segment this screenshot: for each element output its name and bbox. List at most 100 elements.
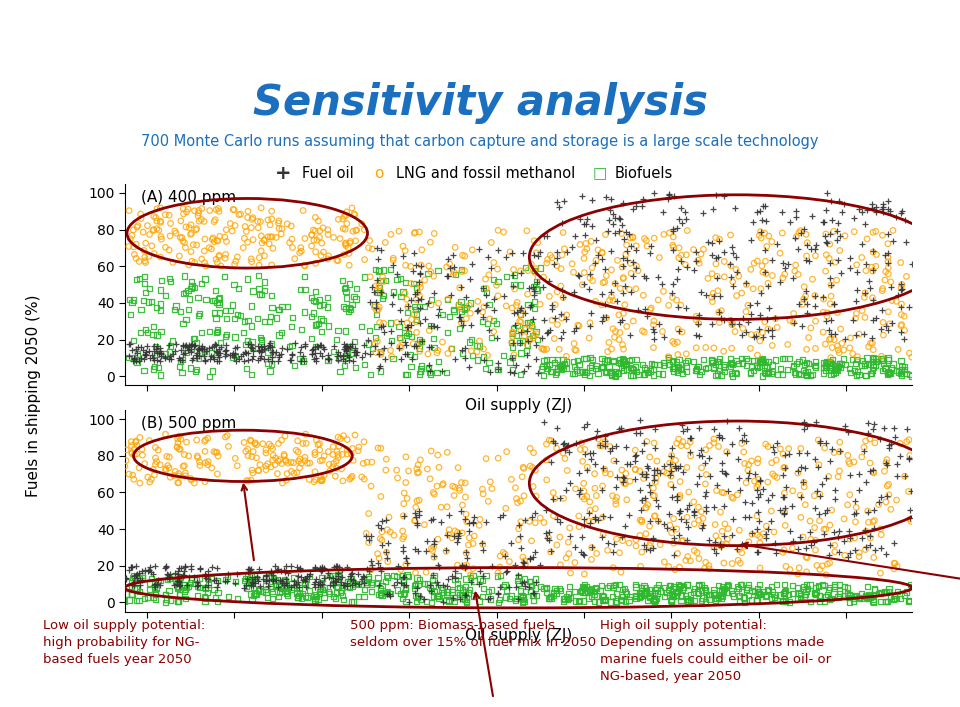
Point [343,235,358,247]
Point [544,354,560,366]
Point [740,317,756,328]
Point [289,561,304,573]
Point [903,580,919,592]
Point [571,359,587,370]
Point [904,351,920,363]
Point [228,349,244,361]
Point [186,477,202,489]
Point [211,298,227,310]
Point [671,214,686,225]
Point [812,435,828,446]
Point [519,339,535,351]
Point [420,535,435,547]
Point [812,590,828,602]
Point [381,588,396,599]
Point [313,471,328,482]
Point [800,239,815,250]
Point [173,305,188,317]
Point [716,346,732,357]
Point [758,590,774,601]
Point [807,250,823,262]
Point [869,249,884,260]
Point [818,356,833,368]
Point [414,293,429,305]
Point [556,493,571,504]
Point [306,235,322,246]
Point [646,596,661,607]
Point [863,590,878,602]
Point [397,245,413,257]
Point [846,596,861,607]
Point [825,214,840,226]
Point [875,355,890,366]
Point [252,259,267,271]
Point [516,597,531,608]
Point [873,588,888,599]
Point [648,592,663,604]
Point [691,331,707,342]
Point [466,516,481,527]
Point [238,573,253,584]
Point [412,317,427,329]
Point [450,532,466,544]
Point [628,201,643,212]
Point [450,559,466,571]
Point [396,487,412,498]
Point [878,363,894,374]
Point [664,596,680,607]
Point [313,584,328,595]
Point [650,515,665,527]
Point [673,513,688,524]
Point [764,457,780,468]
Point [680,503,695,514]
Point [669,590,684,601]
Point [679,249,694,260]
Point [417,314,432,325]
Point [423,585,439,597]
Point [317,450,332,462]
Point [137,349,153,361]
Point [369,280,384,291]
Point [226,352,241,363]
Point [212,348,228,359]
Point [600,582,615,593]
Point [132,356,147,367]
Point [757,356,773,367]
Point [614,228,630,239]
Point [162,595,178,606]
Point [442,263,457,274]
Point [191,352,206,363]
Point [252,585,268,597]
Point [717,467,732,478]
Point [848,312,863,324]
Point [565,267,581,278]
Point [829,340,845,351]
Point [647,469,662,481]
Point [147,581,162,592]
Point [680,261,695,272]
Point [730,543,745,554]
Point [471,578,487,590]
Point [582,272,597,284]
Point [201,456,216,467]
Point [849,354,864,365]
Point [525,329,540,341]
Point [567,368,583,379]
Point [603,468,618,479]
Point [336,579,351,590]
Point [516,462,532,474]
Point [798,291,813,302]
Point [680,440,695,452]
Point [335,354,350,365]
Point [666,591,682,602]
Point [728,202,743,214]
Point [298,573,313,584]
Point [737,541,753,552]
Point [846,456,861,467]
Point [304,230,320,241]
Point [132,341,148,353]
Point [258,444,274,455]
Point [862,591,877,602]
Point [258,580,274,592]
Point [505,327,520,338]
